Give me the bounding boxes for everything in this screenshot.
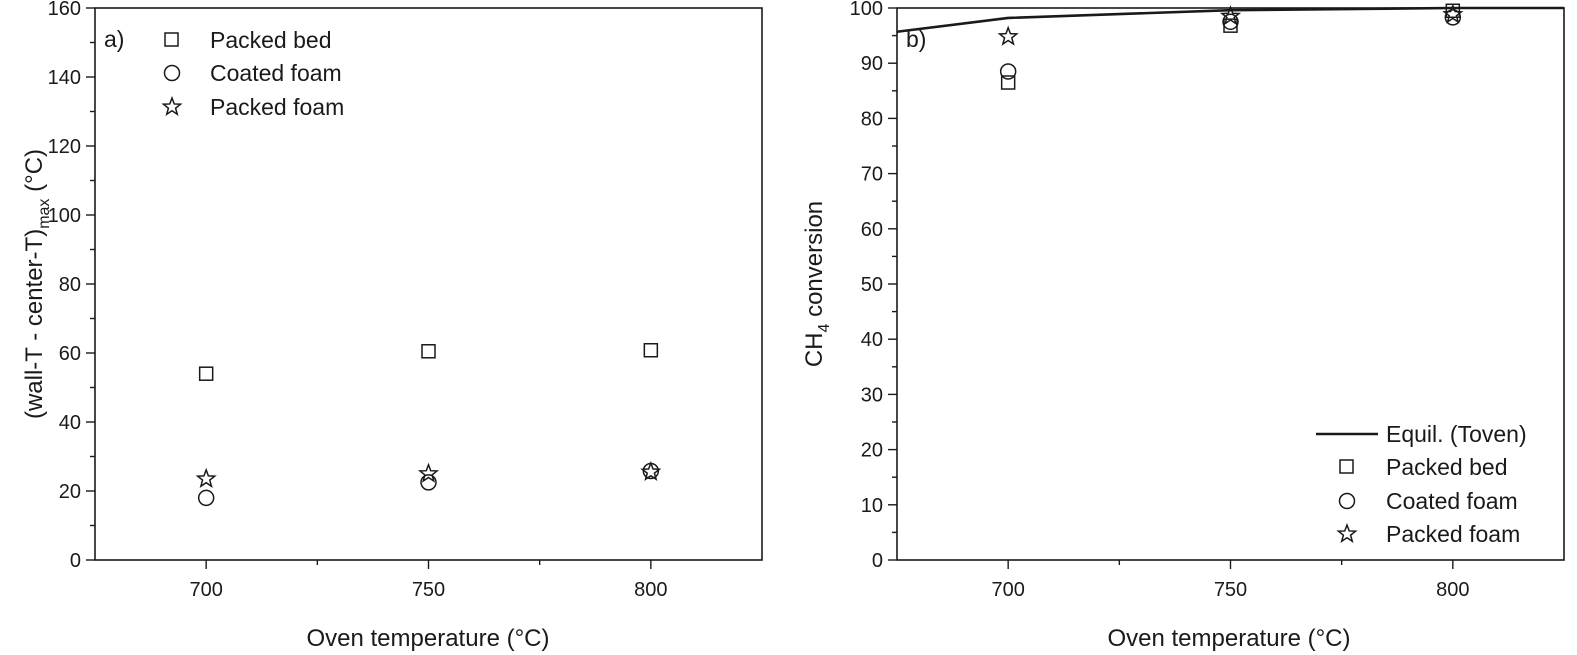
legend-label-packed-foam-a: Packed foam (210, 94, 344, 120)
y-axis-title-unit-a: (°C) (21, 149, 48, 199)
y-tick-label-40-b: 40 (861, 329, 883, 351)
point-packed-bed-700-b (1000, 75, 1016, 90)
legend-label-coated-foam-a: Coated foam (210, 60, 342, 86)
point-coated-foam-700-a (197, 489, 215, 507)
y-axis-b: 0 10 20 30 40 50 60 70 80 90 100 (850, 0, 897, 572)
y-tick-label-20-b: 20 (861, 440, 883, 462)
point-packed-foam-750-b (1219, 5, 1242, 26)
point-packed-bed-700-a (198, 366, 214, 381)
y-axis-title-subscript-a: max (36, 199, 53, 229)
panel-label-b: b) (906, 26, 926, 52)
y-axis-title-subscript-b: 4 (816, 323, 833, 332)
y-tick-label-100-b: 100 (850, 0, 883, 20)
point-coated-foam-800-b (1444, 9, 1462, 26)
x-tick-label-750-b: 750 (1214, 579, 1247, 601)
x-axis-a: 700 750 800 (189, 560, 668, 601)
series-line-equil-toven-b (896, 6, 1564, 34)
x-tick-label-700-a: 700 (189, 579, 222, 601)
legend-marker-coated-foam-b (1338, 492, 1356, 510)
y-tick-label-60-b: 60 (861, 219, 883, 241)
point-packed-bed-800-a (643, 342, 659, 358)
legend-label-packed-bed-a: Packed bed (210, 27, 331, 53)
point-coated-foam-700-b (999, 63, 1017, 80)
legend-label-coated-foam-b: Coated foam (1386, 488, 1518, 514)
legend-b: Equil. (Toven) Packed bed Coated foam Pa… (1316, 421, 1527, 547)
point-packed-bed-750-a (421, 344, 436, 359)
y-tick-label-140-a: 140 (48, 67, 81, 89)
y-axis-title-a: (wall-T - center-T)max (°C) (21, 149, 53, 419)
y-tick-label-0-a: 0 (70, 550, 81, 572)
legend-marker-packed-bed-a (164, 32, 179, 47)
y-tick-label-50-b: 50 (861, 274, 883, 296)
chart-panel-b: 0 10 20 30 40 50 60 70 80 90 100 700 750 800 b) Oven… (801, 0, 1565, 652)
point-packed-foam-750-a (417, 462, 440, 483)
x-axis-title-b: Oven temperature (°C) (1107, 625, 1350, 652)
y-axis-title-main-b: CH (801, 332, 828, 367)
series-layer-b (896, 3, 1564, 90)
y-tick-label-0-b: 0 (872, 550, 883, 572)
y-tick-label-10-b: 10 (861, 495, 883, 517)
point-packed-foam-700-b (997, 25, 1019, 46)
x-tick-label-700-b: 700 (991, 579, 1024, 601)
y-tick-label-60-a: 60 (59, 343, 81, 365)
y-axis-a: 0 20 40 60 80 100 120 140 160 (48, 0, 95, 572)
y-tick-label-160-a: 160 (48, 0, 81, 20)
point-packed-foam-700-a (195, 467, 217, 488)
y-tick-label-30-b: 30 (861, 384, 883, 406)
y-tick-label-20-a: 20 (59, 481, 81, 503)
point-coated-foam-750-a (420, 474, 437, 491)
legend-label-packed-bed-b: Packed bed (1386, 454, 1507, 480)
y-tick-label-120-a: 120 (48, 136, 81, 158)
y-tick-label-40-a: 40 (59, 412, 81, 434)
y-tick-label-80-b: 80 (861, 108, 883, 130)
x-tick-label-750-a: 750 (412, 579, 445, 601)
legend-a: Packed bed Coated foam Packed foam (161, 27, 344, 120)
y-axis-title-main-a: (wall-T - center-T) (21, 229, 48, 419)
y-tick-label-100-a: 100 (48, 205, 81, 227)
legend-label-packed-foam-b: Packed foam (1386, 521, 1520, 547)
x-tick-label-800-a: 800 (634, 579, 667, 601)
y-tick-label-90-b: 90 (861, 53, 883, 75)
x-axis-title-a: Oven temperature (°C) (306, 625, 549, 652)
legend-marker-packed-foam-a (161, 95, 183, 117)
legend-marker-packed-foam-b (1336, 522, 1358, 544)
legend-label-equil-b: Equil. (Toven) (1386, 421, 1527, 447)
point-packed-foam-800-a (640, 460, 662, 482)
x-axis-b: 700 750 800 (991, 560, 1470, 601)
y-axis-title-b: CH4 conversion (801, 201, 833, 367)
y-tick-label-80-a: 80 (59, 274, 81, 296)
x-tick-label-800-b: 800 (1436, 579, 1469, 601)
point-coated-foam-750-b (1222, 13, 1239, 31)
series-layer-a (195, 342, 662, 507)
legend-marker-coated-foam-a (163, 64, 181, 82)
y-tick-label-70-b: 70 (861, 164, 883, 186)
y-axis-title-unit-b: conversion (801, 201, 828, 324)
point-packed-foam-800-b (1442, 3, 1464, 24)
chart-panel-a: 0 20 40 60 80 100 120 140 160 700 750 800 a) Oven … (21, 0, 763, 652)
legend-marker-packed-bed-b (1339, 459, 1354, 474)
panel-label-a: a) (104, 26, 124, 52)
